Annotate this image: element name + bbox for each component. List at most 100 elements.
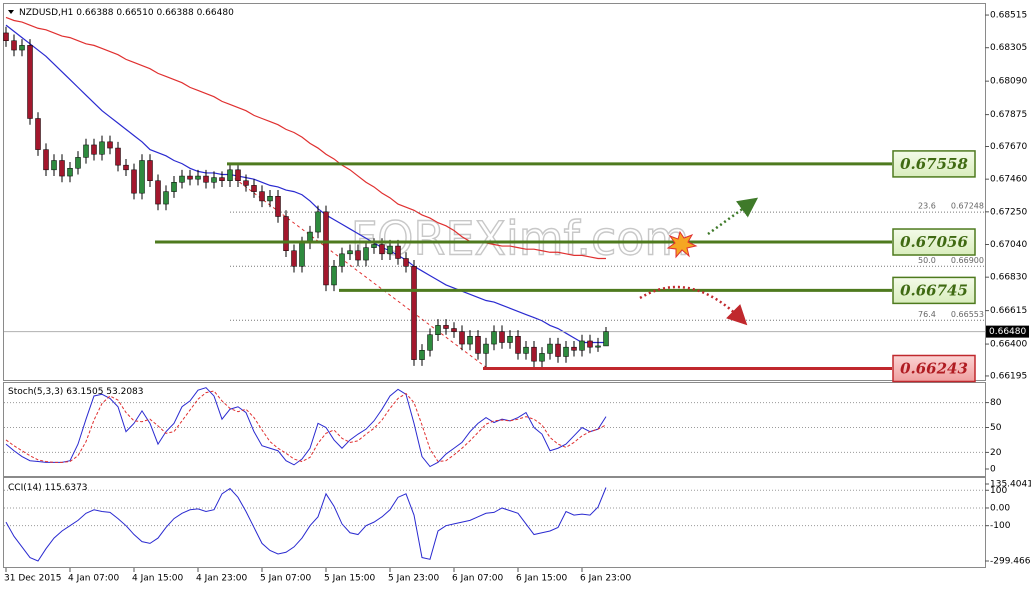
- up-arrow: [707, 197, 759, 236]
- y-tick-label: 135.4041: [990, 480, 1031, 490]
- candle-body: [419, 350, 425, 360]
- candle-body: [379, 244, 385, 255]
- candle-body: [411, 266, 417, 360]
- current-price-label: 0.66480: [989, 327, 1026, 337]
- y-tick-label: 0.66830: [990, 273, 1027, 283]
- candle-body: [467, 336, 473, 345]
- y-tick-label: 100: [990, 486, 1007, 496]
- candle-body: [507, 336, 513, 343]
- watermark: FOREXimf.com: [351, 212, 690, 266]
- candle-body: [427, 334, 433, 351]
- y-tick-label: 0.66400: [990, 340, 1027, 350]
- stoch-panel: [3, 382, 986, 477]
- candle-body: [483, 343, 489, 354]
- y-tick-label: -100: [990, 521, 1011, 531]
- x-tick-label: 5 Jan 07:00: [260, 574, 312, 584]
- candle-body: [171, 182, 177, 192]
- candle-body: [251, 185, 257, 192]
- candle-body: [3, 32, 9, 41]
- candle-body: [523, 346, 529, 354]
- y-tick-label: 50: [990, 423, 1002, 433]
- price-header: NZDUSD,H1 0.66388 0.66510 0.66388 0.6648…: [19, 8, 234, 18]
- level-box: [892, 150, 976, 178]
- y-tick-label: 0.67250: [990, 207, 1027, 217]
- candle-body: [443, 325, 449, 329]
- y-tick-label: 0.66615: [990, 306, 1027, 316]
- candle-body: [555, 343, 561, 357]
- candle-body: [75, 157, 81, 169]
- fib-value: 0.66900: [951, 256, 984, 265]
- candle-body: [499, 331, 505, 343]
- level-label: 0.66243: [900, 359, 968, 377]
- candle-body: [451, 328, 457, 332]
- level-label: 0.67558: [900, 155, 968, 173]
- candle-body: [99, 141, 105, 155]
- candle-body: [91, 144, 97, 155]
- level-box: [892, 276, 976, 305]
- current-price-box: [986, 325, 1029, 338]
- y-tick-label: 0.68090: [990, 77, 1027, 87]
- candle-body: [163, 191, 169, 205]
- candle-body: [107, 141, 113, 149]
- candle-body: [299, 242, 305, 267]
- plot-layer: 0.68515 0.68305 0.68090 0.67875 0.67670 0.674…: [3, 11, 1031, 584]
- candle-body: [459, 331, 465, 345]
- candle-body: [363, 247, 369, 261]
- header-open: 0.66388: [76, 8, 113, 18]
- candle-body: [283, 216, 289, 251]
- candle-body: [579, 340, 585, 351]
- header-low: 0.66388: [156, 8, 193, 18]
- y-tick-label: 0.67875: [990, 110, 1027, 120]
- level-box: [892, 354, 976, 383]
- candle-body: [131, 169, 137, 194]
- cci-title: CCI(14): [8, 483, 42, 493]
- candle-body: [371, 244, 377, 248]
- x-tick-label: 6 Jan 07:00: [452, 574, 504, 584]
- candle-body: [491, 331, 497, 345]
- candle-body: [547, 343, 553, 354]
- candle-body: [195, 175, 201, 180]
- y-tick-label: 0: [990, 465, 996, 475]
- candle-body: [403, 258, 409, 267]
- stoch-k-last: 63.1505: [66, 387, 103, 397]
- candle-body: [51, 160, 57, 171]
- candle-body: [571, 346, 577, 351]
- candle-body: [203, 175, 209, 183]
- candle-body: [515, 336, 521, 354]
- candle-body: [347, 250, 353, 255]
- candle-body: [603, 331, 609, 347]
- header-close: 0.66480: [197, 8, 234, 18]
- candle-body: [563, 346, 569, 357]
- x-tick-label: 4 Jan 07:00: [68, 574, 120, 584]
- candle-body: [123, 164, 129, 171]
- y-tick-label: 0.67670: [990, 142, 1027, 152]
- candle-body: [595, 345, 601, 348]
- candle-body: [539, 353, 545, 362]
- y-tick-label: 0.68305: [990, 43, 1027, 53]
- candle-body: [475, 336, 481, 354]
- stoch-d-last: 53.2083: [106, 387, 143, 397]
- fib-level: 76.4: [918, 310, 936, 319]
- x-tick-label: 4 Jan 15:00: [132, 574, 184, 584]
- y-tick-label: 0.68515: [990, 11, 1027, 21]
- y-tick-label: 0.66195: [990, 371, 1027, 381]
- x-tick-label: 5 Jan 23:00: [388, 574, 440, 584]
- fib-value: 0.67248: [951, 202, 984, 211]
- indicator-line: [5, 487, 607, 562]
- moving-average: [5, 16, 606, 260]
- stoch-header: Stoch(5,3,3) 63.1505 53.2083: [8, 387, 144, 397]
- candle-body: [211, 177, 217, 183]
- x-tick-label: 6 Jan 15:00: [516, 574, 568, 584]
- level-box: [892, 228, 976, 256]
- candle-body: [339, 253, 345, 267]
- y-tick-label: 20: [990, 448, 1002, 458]
- y-tick-label: 80: [990, 398, 1002, 408]
- candle-body: [83, 144, 89, 158]
- candle-body: [315, 211, 321, 233]
- header-high: 0.66510: [116, 8, 153, 18]
- candle-body: [27, 45, 33, 119]
- level-label: 0.66745: [900, 281, 968, 299]
- price-panel: [3, 3, 986, 381]
- candle-body: [11, 40, 17, 51]
